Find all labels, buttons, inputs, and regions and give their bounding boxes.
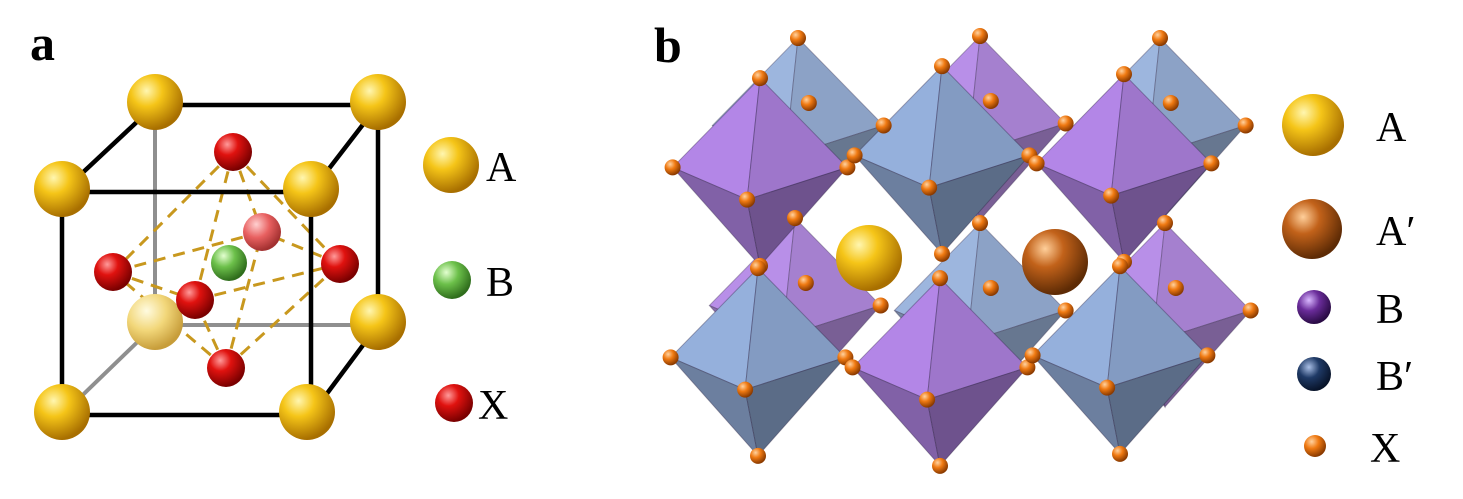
x-site-anion [932,457,948,474]
x-site-anion [752,70,768,87]
octahedron-face [1106,354,1209,455]
octahedron [1031,264,1209,456]
legend-a-label: A [1376,105,1407,151]
x-site-anion [662,349,679,366]
legend-a-prime-label: A′ [1376,209,1416,255]
x-site-anion [750,260,766,277]
octahedron-face [1110,162,1213,263]
x-site-anion [839,159,856,176]
x-site-anion [1019,359,1036,376]
x-site-atom [207,349,245,387]
octahedron [853,64,1031,256]
x-site-anion [1103,187,1120,204]
x-site-anion [844,359,861,376]
x-site-anion [1057,115,1074,132]
octahedron [669,266,847,458]
x-site-anion [1112,258,1128,275]
a-prime-site-cation [1022,229,1088,295]
legend-x-label: X [1370,426,1400,472]
x-site-anion [1112,445,1128,462]
a-site-atom [279,384,335,440]
octahedron-face [926,366,1029,467]
x-site-anion [982,279,999,296]
legend-b-symbol [433,261,471,299]
x-site-anion [1116,66,1132,83]
x-site-atom [94,253,132,291]
x-site-anion [972,215,988,232]
x-site-anion [1099,379,1116,396]
x-site-atom [243,213,281,251]
x-site-anion [737,381,754,398]
x-site-anion [972,28,988,45]
x-site-anion [921,179,938,196]
x-site-anion [800,94,817,111]
octahedron [671,76,849,268]
x-site-anion [846,147,863,164]
x-site-anion [797,274,814,291]
panel-a-legend: A B X [423,137,517,429]
legend-a-label: A [486,145,517,191]
legend-b-symbol [1297,290,1331,324]
x-site-anion [1237,117,1254,134]
x-site-anion [1167,279,1184,296]
octahedron-face [784,36,885,158]
a-site-atom [127,74,183,130]
octahedron [1035,72,1213,264]
legend-a-symbol [1282,94,1344,156]
legend-b-label: B [486,260,514,306]
a-site-atom-back [127,294,183,350]
panel-a-label: a [30,15,55,71]
x-site-anion [934,58,950,75]
x-site-atom [321,245,359,283]
a-site-atom [350,74,406,130]
octahedron [851,276,1029,468]
b-site-atom [211,245,247,281]
legend-a-prime-symbol [1282,199,1342,259]
x-site-anion [739,191,756,208]
panel-b-label: b [654,17,682,73]
a-site-atom [350,294,406,350]
x-site-anion [875,117,892,134]
x-site-anion [1157,215,1173,232]
x-site-anion [1057,302,1074,319]
x-site-anion [1028,155,1045,172]
x-site-anion [1152,30,1168,47]
a-site-cation [836,225,902,291]
x-site-anion [1199,347,1216,364]
a-site-atom [283,161,339,217]
x-site-anion [664,159,681,176]
a-site-atom [34,161,90,217]
x-site-anion [872,297,889,314]
panel-a: a [30,15,517,440]
x-site-anion [932,270,948,287]
x-site-anion [1203,155,1220,172]
legend-x-symbol [1304,435,1326,457]
x-site-anion [982,92,999,109]
x-site-anion [790,30,806,47]
legend-a-symbol [423,137,479,193]
legend-b-label: B [1376,287,1404,333]
legend-x-label: X [478,383,508,429]
x-site-atom [176,281,214,319]
x-site-anion [1242,302,1259,319]
a-site-atom [34,384,90,440]
x-site-anion [787,210,803,227]
x-site-anion [934,245,950,262]
x-site-atom [214,133,252,171]
x-site-anion [919,391,936,408]
octahedron-face [744,356,847,457]
panel-b-legend: A A′ B B′ X [1282,94,1416,472]
legend-b-prime-label: B′ [1376,354,1413,400]
octahedron-face [928,154,1031,255]
legend-b-prime-symbol [1297,357,1331,391]
octahedra-framework [662,28,1259,474]
x-site-anion [1162,94,1179,111]
x-site-anion [1024,347,1041,364]
panel-b: b A A′ B B′ X [654,17,1416,474]
legend-x-symbol [435,384,473,422]
x-site-anion [750,447,766,464]
